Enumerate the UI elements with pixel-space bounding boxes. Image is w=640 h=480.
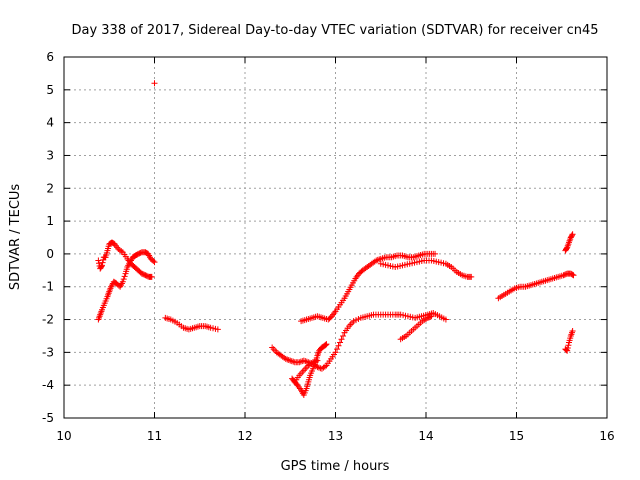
y-tick-label: 5 xyxy=(46,83,54,97)
x-tick-label: 14 xyxy=(418,429,433,443)
data-point xyxy=(569,328,576,335)
data-point xyxy=(121,273,128,280)
data-series xyxy=(495,270,577,302)
chart-title: Day 338 of 2017, Sidereal Day-to-day VTE… xyxy=(71,23,598,38)
data-point xyxy=(95,260,102,267)
data-point xyxy=(95,257,102,264)
y-tick-label: 1 xyxy=(46,214,54,228)
y-tick-label: 2 xyxy=(46,181,54,195)
data-point xyxy=(120,276,127,283)
data-point xyxy=(427,313,434,320)
y-tick-label: 0 xyxy=(46,247,54,261)
y-tick-label: -1 xyxy=(42,280,54,294)
x-tick-label: 11 xyxy=(147,429,162,443)
y-tick-labels: -5 -4 -3 -2 -1 0 1 2 3 4 5 6 xyxy=(42,50,54,425)
plot-frame xyxy=(63,56,608,419)
data-point xyxy=(214,326,221,333)
data-point xyxy=(563,245,570,252)
data-point xyxy=(337,339,344,346)
data-series xyxy=(298,250,439,325)
data-point xyxy=(569,271,576,278)
data-point xyxy=(468,273,475,280)
data-point xyxy=(332,349,339,356)
data-series xyxy=(562,328,576,354)
x-tick-label: 12 xyxy=(237,429,252,443)
data-point xyxy=(323,341,330,348)
data-point xyxy=(564,347,571,354)
data-point xyxy=(334,346,341,353)
data-point xyxy=(338,336,345,343)
data-series xyxy=(269,309,449,372)
data-point xyxy=(335,342,342,349)
y-tick-label: -4 xyxy=(42,378,54,392)
data-series xyxy=(95,239,155,280)
data-point xyxy=(322,341,329,348)
data-point xyxy=(564,344,571,351)
data-point xyxy=(570,272,577,279)
x-tick-label: 10 xyxy=(56,429,71,443)
data-series xyxy=(291,357,321,385)
data-series xyxy=(562,231,576,254)
data-series xyxy=(397,313,435,343)
data-point xyxy=(119,278,126,285)
data-point xyxy=(99,262,106,269)
data-point xyxy=(565,342,572,349)
data-point xyxy=(569,231,576,238)
data-series xyxy=(162,314,221,333)
data-point xyxy=(314,357,321,364)
data-point xyxy=(428,313,435,320)
data-point xyxy=(297,358,304,365)
y-tick-label: -2 xyxy=(42,313,54,327)
data-point xyxy=(340,332,347,339)
y-tick-label: -5 xyxy=(42,411,54,425)
data-point xyxy=(151,259,158,266)
y-tick-label: 3 xyxy=(46,148,54,162)
data-series xyxy=(151,80,158,87)
x-axis-title: GPS time / hours xyxy=(281,459,390,474)
data-point xyxy=(322,342,329,349)
y-axis-title: SDTVAR / TECUs xyxy=(8,184,23,291)
x-tick-label: 15 xyxy=(509,429,524,443)
data-series xyxy=(377,257,475,280)
data-point xyxy=(442,316,449,323)
data-point xyxy=(99,259,106,266)
data-point xyxy=(151,80,158,87)
y-tick-label: 6 xyxy=(46,50,54,64)
data-point xyxy=(432,250,439,257)
x-tick-label: 13 xyxy=(328,429,343,443)
data-point xyxy=(98,263,105,270)
data-point xyxy=(569,232,576,239)
x-tick-labels: 10 11 12 13 14 15 16 xyxy=(56,429,614,443)
data-point xyxy=(148,273,155,280)
data-series xyxy=(95,249,158,323)
grid xyxy=(64,57,607,418)
data-point xyxy=(150,258,157,265)
y-tick-label: 4 xyxy=(46,116,54,130)
data-points xyxy=(95,80,577,399)
y-tick-label: -3 xyxy=(42,345,54,359)
x-tick-label: 16 xyxy=(599,429,614,443)
